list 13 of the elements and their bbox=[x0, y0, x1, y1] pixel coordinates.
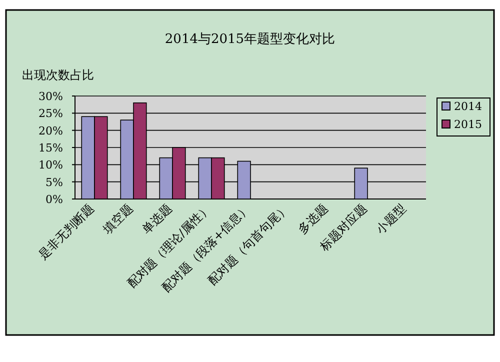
y-tick-label: 30% bbox=[38, 90, 63, 103]
y-tick-label: 20% bbox=[38, 124, 63, 138]
y-axis-title: 出现次数占比 bbox=[22, 68, 94, 82]
legend-label: 2015 bbox=[454, 118, 482, 131]
y-tick-label: 15% bbox=[38, 142, 63, 154]
legend-label: 2014 bbox=[454, 100, 482, 113]
x-tick-label: 填空题 bbox=[100, 201, 136, 238]
y-tick-label: 25% bbox=[38, 107, 63, 120]
x-tick-label: 小题型 bbox=[373, 201, 409, 237]
y-tick-label: 5% bbox=[46, 176, 63, 189]
y-tick-label: 10% bbox=[38, 158, 63, 172]
chart-title: 2014与2015年题型变化对比 bbox=[164, 32, 336, 47]
y-tick-label: 0% bbox=[46, 193, 63, 206]
